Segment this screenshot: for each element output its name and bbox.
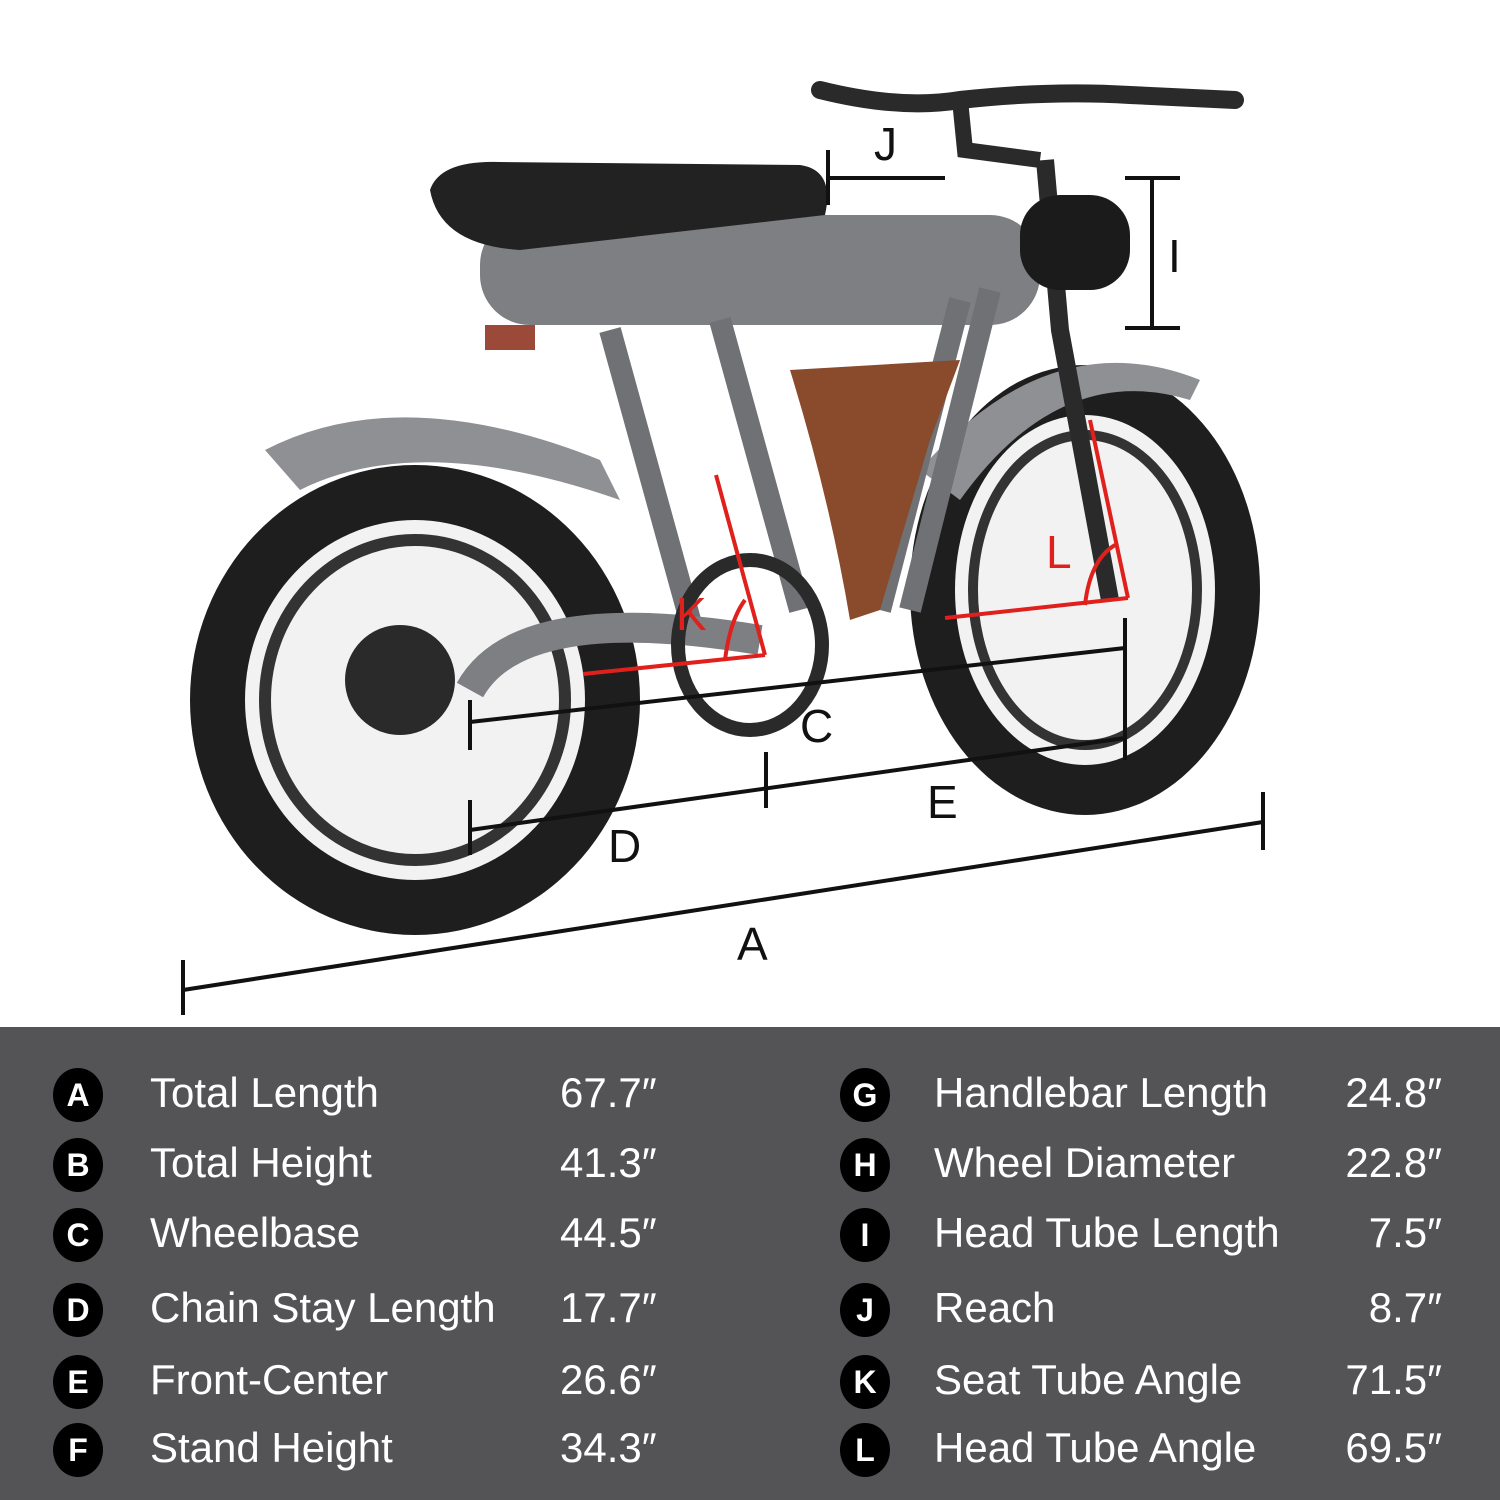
spec-value: 41.3″ [560, 1139, 657, 1186]
handlebar [811, 81, 1244, 113]
spec-value: 24.8″ [1345, 1069, 1442, 1116]
label-i: I [1168, 230, 1181, 282]
spec-label: Total Length [150, 1069, 379, 1116]
spec-label: Head Tube Angle [934, 1424, 1257, 1471]
spec-label: Head Tube Length [934, 1209, 1280, 1256]
spec-value: 17.7″ [560, 1284, 657, 1331]
spec-badge-k: K [840, 1355, 890, 1409]
label-a: A [737, 918, 768, 970]
spec-value: 8.7″ [1368, 1284, 1442, 1331]
dimension-line-a [182, 820, 1264, 992]
spec-badge-a: A [53, 1068, 103, 1122]
spec-badge-c: C [53, 1208, 103, 1262]
top-tube-battery [480, 215, 1040, 325]
label-j: J [874, 118, 897, 170]
spec-label: Reach [934, 1284, 1056, 1331]
label-l: L [1046, 526, 1072, 578]
spec-label: Total Height [150, 1139, 372, 1186]
spec-badge-g: G [840, 1068, 890, 1122]
spec-label: Handlebar Length [934, 1069, 1268, 1116]
spec-value: 26.6″ [560, 1356, 657, 1403]
label-k: K [676, 588, 707, 640]
spec-value: 71.5″ [1345, 1356, 1442, 1403]
spec-badge-i: I [840, 1208, 890, 1262]
dimension-lines [181, 150, 1265, 1015]
spec-badge-j: J [840, 1283, 890, 1337]
chainring [671, 553, 829, 737]
spec-value: 7.5″ [1368, 1209, 1442, 1256]
headlight [1020, 195, 1130, 290]
specs-panel: A Total Length 67.7″ B Total Height 41.3″ C Whe… [0, 1027, 1500, 1500]
seat [430, 161, 828, 250]
rear-fender [265, 417, 620, 500]
spec-value: 69.5″ [1345, 1424, 1442, 1471]
spec-value: 22.8″ [1345, 1139, 1442, 1186]
bike-dimension-diagram: A C D E I J K L [181, 81, 1265, 1015]
spec-badge-f: F [53, 1423, 103, 1477]
spec-label: Stand Height [150, 1424, 393, 1471]
label-d: D [608, 820, 641, 872]
label-c: C [800, 700, 833, 752]
spec-label: Wheel Diameter [934, 1139, 1236, 1186]
spec-badge-h: H [840, 1138, 890, 1192]
angle-lines [582, 419, 1130, 676]
dimension-line-c [469, 646, 1126, 724]
spec-label: Wheelbase [150, 1209, 361, 1256]
spec-badge-d: D [53, 1283, 103, 1337]
frame-bag [790, 360, 960, 620]
spec-badge-l: L [840, 1423, 890, 1477]
label-e: E [927, 776, 958, 828]
dimension-line-d-e [469, 736, 1126, 832]
spec-label: Seat Tube Angle [934, 1356, 1243, 1403]
spec-label: Front-Center [150, 1356, 389, 1403]
bike-illustration [190, 81, 1260, 935]
spec-badge-e: E [53, 1355, 103, 1409]
spec-value: 67.7″ [560, 1069, 657, 1116]
spec-value: 34.3″ [560, 1424, 657, 1471]
spec-badge-b: B [53, 1138, 103, 1192]
spec-value: 44.5″ [560, 1209, 657, 1256]
spec-label: Chain Stay Length [150, 1284, 496, 1331]
